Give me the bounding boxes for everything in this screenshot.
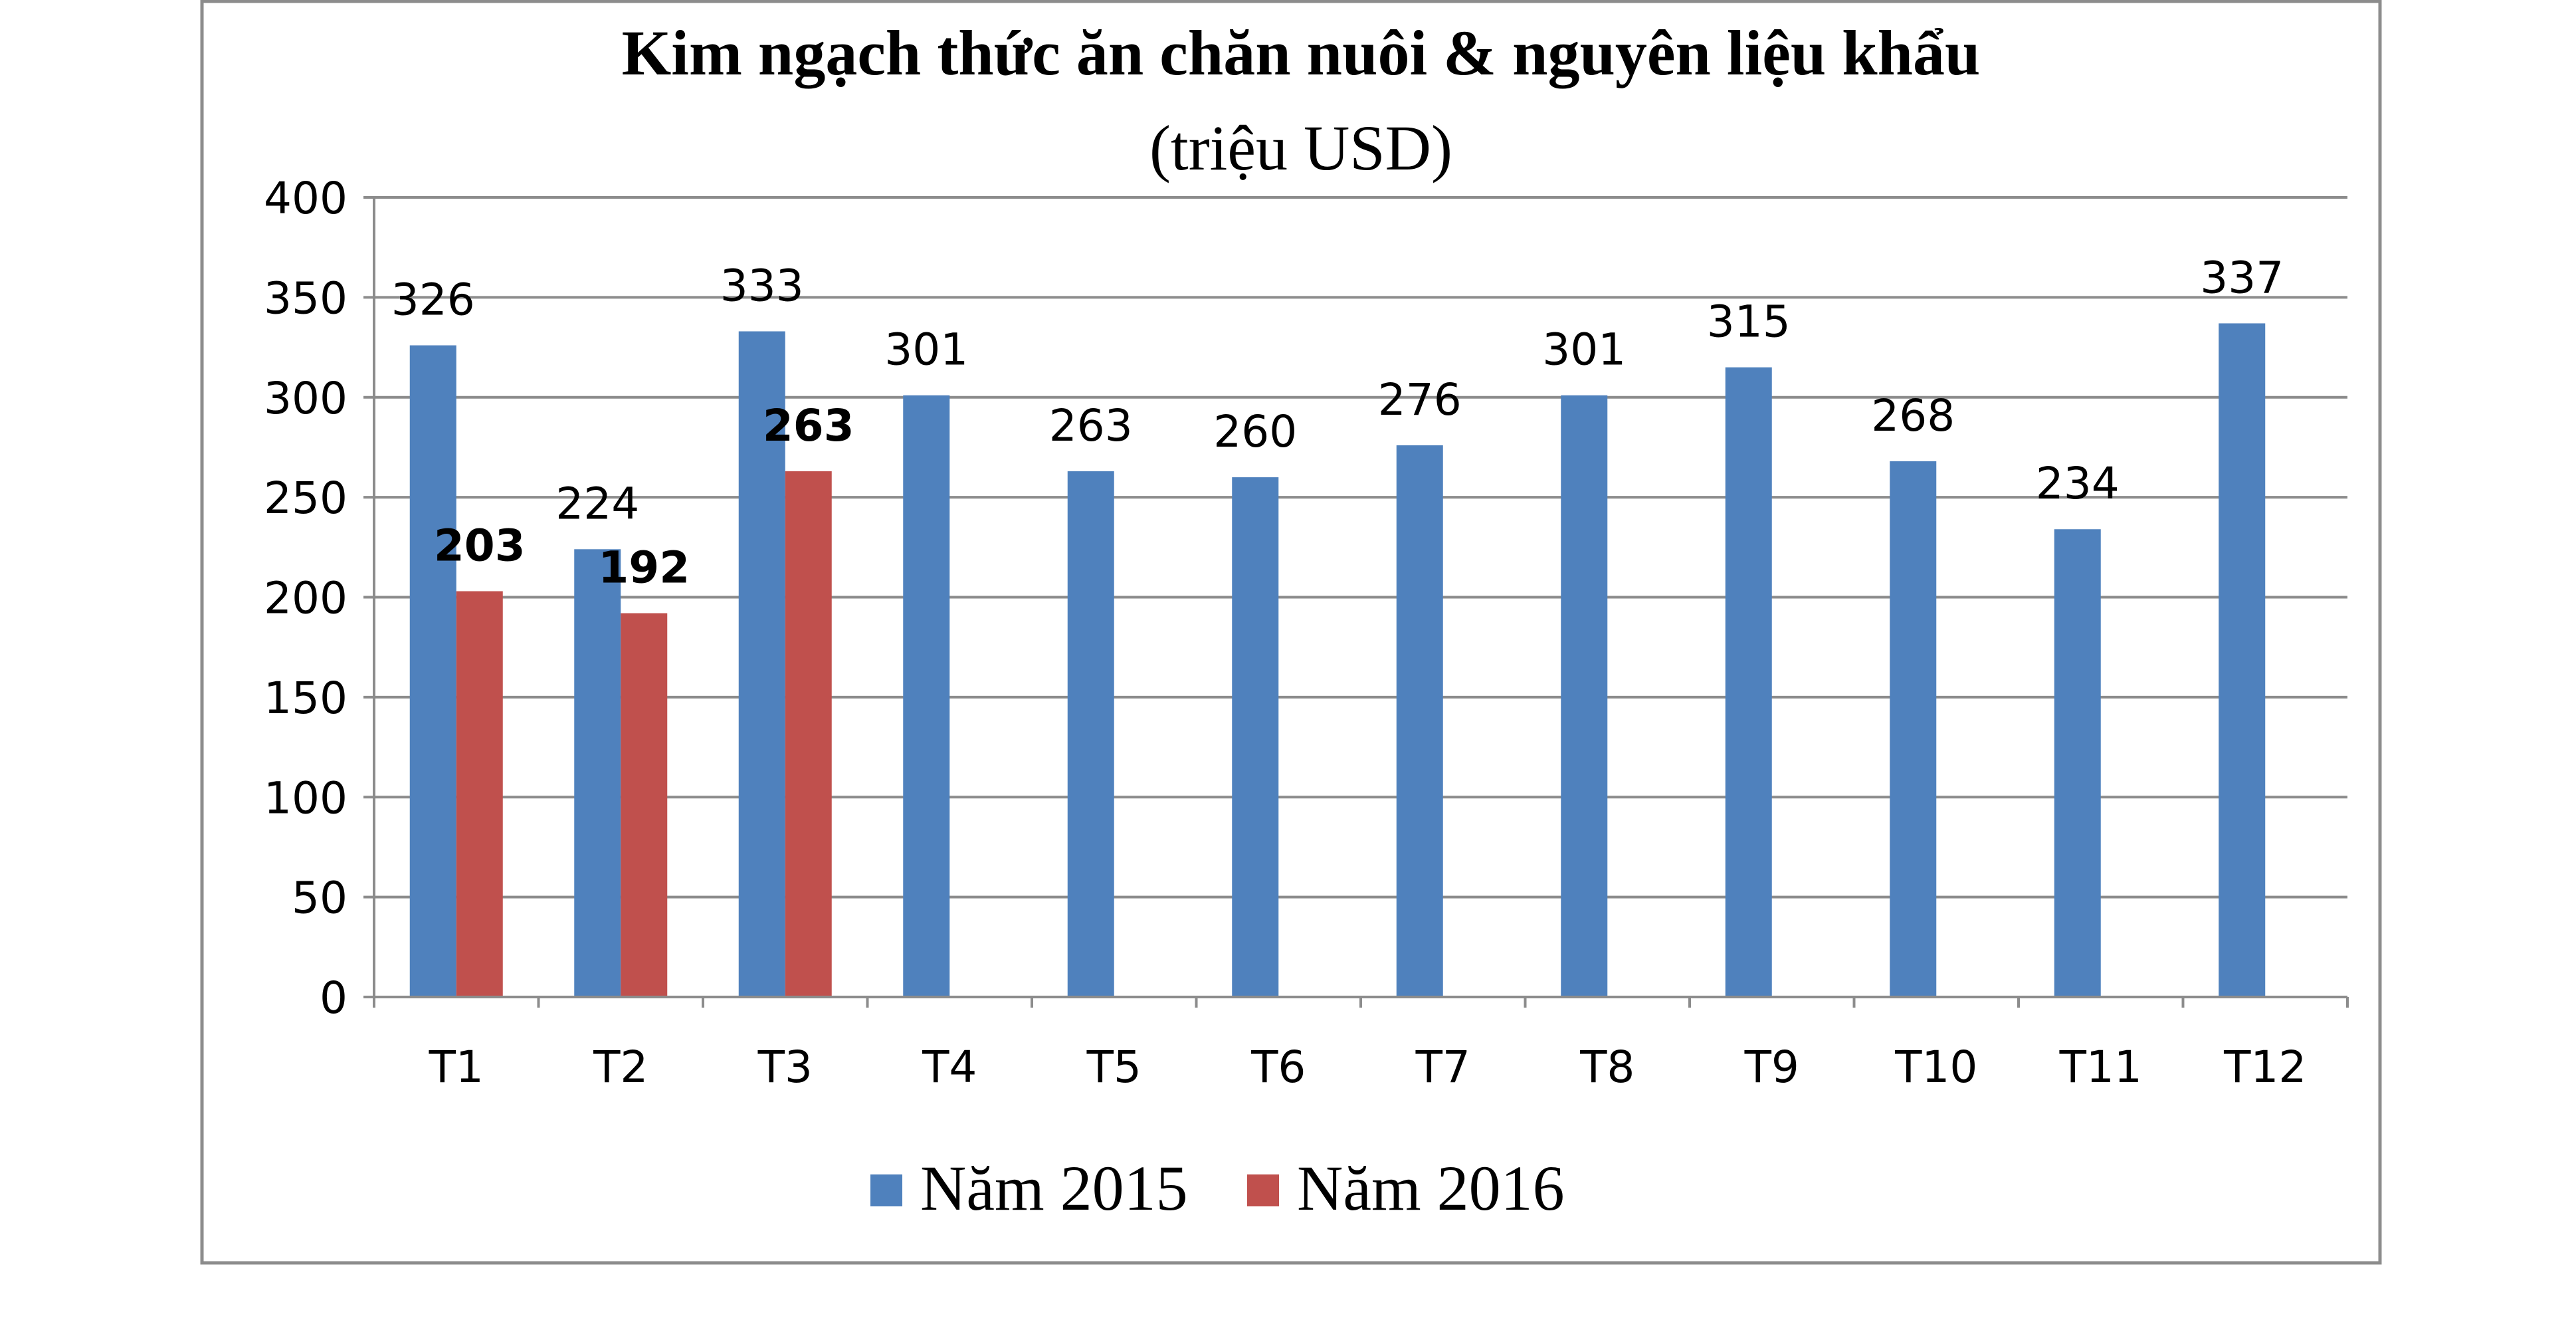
x-tick-label: T10 [1894, 1042, 1977, 1093]
data-label: 333 [720, 261, 804, 312]
data-label: 315 [1707, 296, 1791, 348]
bar-2015 [2219, 323, 2266, 997]
chart-subtitle: (triệu USD) [1149, 112, 1452, 183]
x-tick-label: T7 [1415, 1042, 1470, 1093]
legend-label: Năm 2016 [1297, 1153, 1565, 1224]
data-label: 260 [1213, 406, 1297, 457]
bar-2016 [621, 613, 668, 997]
data-label: 263 [1049, 400, 1133, 451]
data-label: 276 [1378, 374, 1462, 425]
bar-2015 [1725, 367, 1772, 997]
x-tick-label: T2 [593, 1042, 648, 1093]
y-tick-label: 0 [320, 972, 347, 1024]
bars [409, 323, 2266, 997]
chart-title: Kim ngạch thức ăn chăn nuôi & nguyên liệ… [622, 17, 1981, 88]
data-label: 263 [763, 400, 854, 451]
bar-2015 [1890, 461, 1937, 997]
x-tick-label: T8 [1579, 1042, 1635, 1093]
legend-swatch [870, 1174, 902, 1206]
chart-border [200, 0, 2382, 1265]
bar-2015 [903, 395, 950, 997]
data-label: 301 [1542, 324, 1626, 376]
x-tick-label: T9 [1744, 1042, 1799, 1093]
x-tick-label: T6 [1250, 1042, 1306, 1093]
legend: Năm 2015 Năm 2016 [870, 1153, 1565, 1224]
x-tick-label: T12 [2223, 1042, 2306, 1093]
data-label: 234 [2036, 458, 2120, 509]
data-labels: 326 224 333 301 263 260 276 301 315 268 234 337 203 1… [391, 252, 2284, 593]
y-tick-label: 150 [264, 673, 347, 724]
y-tick-label: 250 [264, 473, 347, 524]
bar-2015 [1232, 477, 1279, 997]
bar-2015 [738, 331, 785, 997]
x-tick-label: T5 [1086, 1042, 1141, 1093]
bar-2015 [2054, 529, 2101, 997]
x-tick-label: T1 [429, 1042, 484, 1093]
x-tick-label: T11 [2059, 1042, 2142, 1093]
data-label: 224 [555, 478, 639, 529]
data-label: 268 [1871, 390, 1955, 441]
data-label: 337 [2200, 252, 2284, 303]
data-label: 192 [598, 542, 690, 594]
bar-2015 [1067, 471, 1114, 997]
bar-2016 [785, 471, 832, 997]
y-tick-label: 100 [264, 772, 347, 824]
bar-2015 [1561, 395, 1608, 997]
y-tick-label: 350 [264, 273, 347, 324]
x-tick-label: T4 [922, 1042, 977, 1093]
y-tick-label: 300 [264, 373, 347, 424]
bar-2015 [1396, 445, 1443, 997]
y-tick-label: 200 [264, 573, 347, 624]
bar-2016 [456, 591, 503, 997]
x-tick-label: T3 [757, 1042, 813, 1093]
y-axis: 0 50 100 150 200 250 300 350 400 [264, 173, 375, 1024]
gridlines [374, 196, 2347, 899]
x-axis: T1 T2 T3 T4 T5 T6 T7 T8 T9 T10 T11 T12 [373, 996, 2349, 1093]
data-label: 301 [884, 324, 968, 376]
bar-2015 [574, 549, 621, 997]
bar-2015 [409, 345, 456, 997]
y-tick-label: 50 [292, 873, 347, 924]
legend-swatch [1247, 1174, 1279, 1206]
y-tick-label: 400 [264, 173, 347, 224]
data-label: 326 [391, 275, 475, 326]
data-label: 203 [434, 520, 526, 571]
legend-label: Năm 2015 [920, 1153, 1188, 1224]
